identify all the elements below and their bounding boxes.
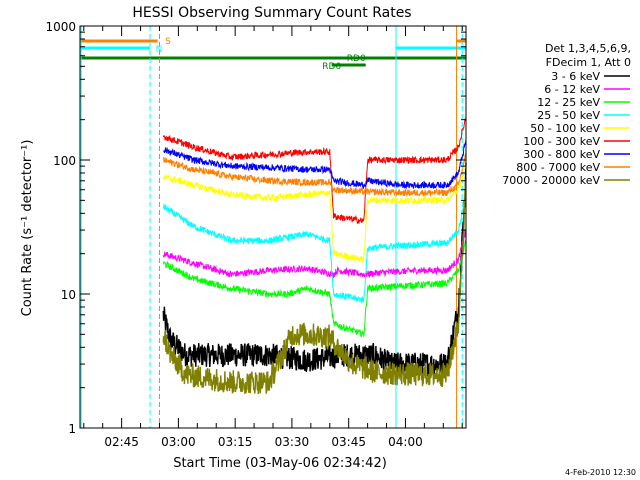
legend-header-line-1: Det 1,3,4,5,6,9,	[545, 42, 631, 55]
legend-label: 12 - 25 keV	[537, 96, 600, 109]
series-line-3	[162, 239, 467, 338]
legend: Det 1,3,4,5,6,9, FDecim 1, Att 0 3 - 6 k…	[502, 42, 631, 187]
x-tick-label: 02:45	[104, 435, 139, 449]
legend-label: 300 - 800 keV	[523, 148, 600, 161]
x-tick-label: 03:15	[218, 435, 253, 449]
x-tick-label: 04:00	[388, 435, 423, 449]
series-line-5	[162, 163, 467, 264]
series-line-9	[162, 178, 467, 395]
legend-label: 50 - 100 keV	[530, 122, 600, 135]
series-line-2	[162, 229, 467, 279]
y-tick-label: 100	[53, 154, 76, 168]
y-tick-label: 10	[61, 288, 76, 302]
series-line-8	[163, 153, 467, 198]
legend-label: 7000 - 20000 keV	[502, 174, 600, 187]
x-tick-label: 03:45	[331, 435, 366, 449]
x-axis-title: Start Time (03-May-06 02:34:42)	[173, 456, 387, 471]
series-line-7	[162, 138, 467, 190]
series-layer	[162, 116, 467, 395]
series-line-1	[162, 162, 467, 378]
legend-header-line-2: FDecim 1, Att 0	[546, 56, 631, 69]
y-axis-title: Count Rate (s⁻¹ detector⁻¹)	[20, 140, 35, 317]
legend-label: 25 - 50 keV	[537, 109, 600, 122]
footer-date: 4-Feb-2010 12:30	[565, 468, 636, 477]
y-tick-label: 1000	[45, 20, 76, 34]
y-tick-label: 1	[68, 422, 76, 436]
x-tick-label: 03:30	[275, 435, 310, 449]
series-line-4	[163, 191, 467, 305]
flag-rd6-label: RD6	[322, 62, 341, 72]
x-tick-label: 03:00	[161, 435, 196, 449]
legend-label: 100 - 300 keV	[523, 135, 600, 148]
legend-label: 6 - 12 keV	[544, 83, 600, 96]
series-line-6	[162, 116, 467, 224]
flag-rd0-label: RD0	[347, 54, 366, 64]
legend-label: 3 - 6 keV	[551, 70, 600, 83]
flag-s-label: S	[165, 37, 171, 47]
axes: 02:45 03:00 03:15 03:30 03:45 04:00 1 10 100 1000	[45, 20, 467, 449]
legend-label: 800 - 7000 keV	[516, 161, 600, 174]
chart-title: HESSI Observing Summary Count Rates	[132, 5, 411, 21]
